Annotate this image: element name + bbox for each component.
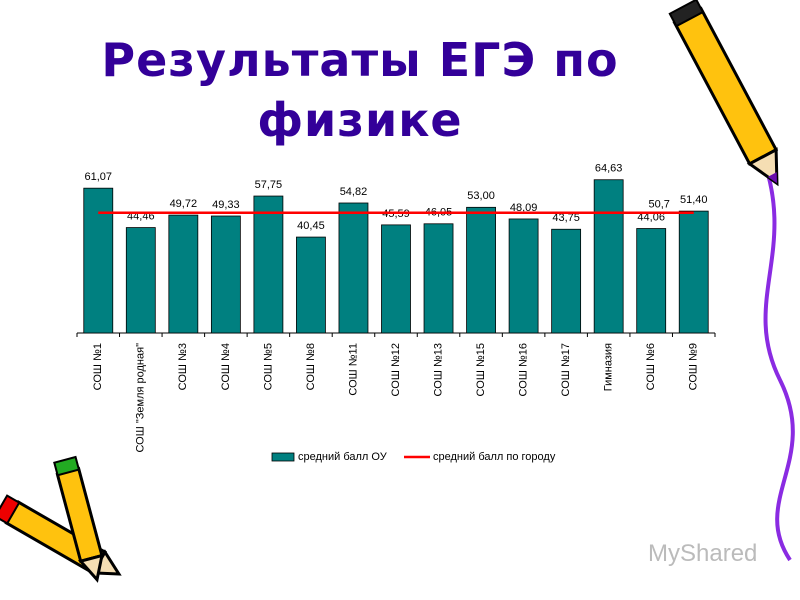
- x-tick-label: СОШ "Земля родная": [135, 343, 147, 453]
- bar: [168, 214, 199, 334]
- x-tick-label: СОШ №13: [432, 343, 444, 396]
- value-label: 51,40: [680, 194, 708, 206]
- x-tick-label: СОШ №1: [92, 343, 104, 390]
- value-label: 57,75: [255, 179, 283, 191]
- value-label: 64,63: [595, 163, 623, 175]
- value-label: 44,06: [637, 211, 665, 223]
- legend-swatch: [271, 452, 295, 462]
- legend-label: средний балл по городу: [433, 451, 556, 463]
- pencil-left-2: [53, 455, 104, 583]
- watermark: MyShared: [648, 540, 758, 567]
- reference-label: 50,7: [648, 199, 669, 211]
- bar: [125, 227, 156, 334]
- bar: [636, 228, 667, 334]
- x-tick-label: СОШ №12: [390, 343, 402, 396]
- bar: [423, 223, 454, 334]
- bar: [210, 215, 241, 334]
- bar: [253, 195, 284, 334]
- bar: [466, 206, 496, 334]
- x-tick-label: СОШ №6: [645, 343, 657, 390]
- value-label: 54,82: [340, 186, 368, 198]
- swirl: [758, 149, 795, 562]
- bar: [593, 179, 624, 334]
- value-label: 49,33: [212, 199, 240, 211]
- value-label: 49,72: [170, 198, 198, 210]
- bar: [83, 187, 114, 334]
- value-label: 43,75: [552, 212, 580, 224]
- bar: [508, 218, 539, 334]
- x-tick-label: СОШ №3: [177, 343, 189, 390]
- x-tick-label: СОШ №16: [518, 343, 530, 396]
- slide-title: Результаты ЕГЭ по физике: [101, 33, 619, 147]
- value-label: 53,00: [467, 190, 495, 202]
- x-tick-label: СОШ №11: [347, 343, 359, 396]
- x-tick-label: СОШ №4: [220, 343, 232, 390]
- bar: [296, 236, 326, 334]
- bar: [381, 224, 411, 334]
- x-tick-label: СОШ №5: [262, 343, 274, 390]
- bar: [338, 202, 369, 334]
- x-tick-label: СОШ №9: [688, 343, 700, 390]
- x-tick-label: Гимназия: [603, 343, 615, 391]
- value-label: 40,45: [297, 220, 325, 232]
- x-tick-label: СОШ №17: [560, 343, 572, 396]
- x-tick-label: СОШ №15: [475, 343, 487, 396]
- bar: [678, 210, 709, 334]
- legend-label: средний балл ОУ: [298, 451, 388, 463]
- value-label: 48,09: [510, 202, 538, 214]
- x-tick-label: СОШ №8: [305, 343, 317, 390]
- value-label: 61,07: [85, 171, 113, 183]
- pencil-right: [668, 0, 779, 187]
- bar: [551, 228, 582, 334]
